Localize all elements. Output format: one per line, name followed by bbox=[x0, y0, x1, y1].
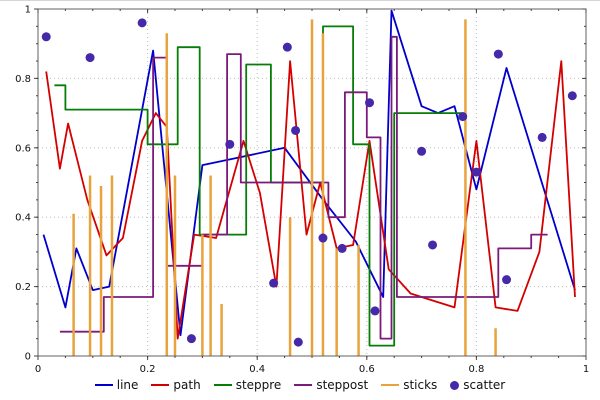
legend-label-steppost: steppost bbox=[316, 378, 369, 392]
legend-item-line: line bbox=[94, 378, 139, 392]
path-series-swatch bbox=[151, 384, 170, 386]
line-series-swatch bbox=[94, 384, 113, 386]
scatter-point bbox=[291, 125, 301, 135]
y-tick-label: 0.6 bbox=[15, 143, 31, 154]
legend-label-scatter: scatter bbox=[463, 378, 506, 392]
legend-item-path: path bbox=[151, 378, 201, 392]
scatter-point bbox=[318, 233, 328, 243]
steppost-series-swatch bbox=[294, 384, 313, 386]
scatter-point bbox=[225, 139, 235, 149]
legend-label-steppre: steppre bbox=[235, 378, 282, 392]
scatter-point bbox=[337, 243, 347, 253]
scatter-point bbox=[502, 275, 512, 285]
y-tick-label: 0.2 bbox=[15, 282, 31, 293]
scatter-point bbox=[282, 42, 292, 52]
scatter-point bbox=[293, 337, 303, 347]
series-steppre bbox=[54, 25, 466, 347]
legend-label-sticks: sticks bbox=[403, 378, 438, 392]
scatter-point bbox=[365, 98, 375, 108]
scatter-point bbox=[493, 49, 503, 59]
scatter-series-swatch bbox=[450, 380, 460, 390]
legend-item-scatter: scatter bbox=[450, 378, 505, 392]
y-tick-label: 0.4 bbox=[15, 213, 31, 224]
y-tick-label: 1 bbox=[25, 5, 31, 16]
x-tick-label: 0.2 bbox=[140, 364, 156, 375]
y-tick-label: 0.8 bbox=[15, 74, 31, 85]
scatter-point bbox=[471, 167, 481, 177]
legend-item-sticks: sticks bbox=[381, 378, 437, 392]
series-line bbox=[42, 9, 576, 337]
scatter-point bbox=[428, 240, 438, 250]
legend-label-line: line bbox=[116, 378, 139, 392]
legend-item-steppost: steppost bbox=[294, 378, 368, 392]
y-tick-label: 0 bbox=[25, 352, 31, 363]
series-path bbox=[45, 60, 576, 340]
x-tick-label: 0.4 bbox=[249, 364, 265, 375]
x-tick-label: 0 bbox=[35, 364, 41, 375]
scatter-point bbox=[458, 112, 468, 122]
legend-item-steppre: steppre bbox=[213, 378, 282, 392]
series-steppost bbox=[59, 35, 548, 340]
scatter-point bbox=[85, 53, 95, 63]
scatter-point bbox=[567, 91, 577, 101]
x-tick-label: 0.8 bbox=[468, 364, 484, 375]
scatter-point bbox=[269, 278, 279, 288]
legend-label-path: path bbox=[173, 378, 201, 392]
steppre-series-swatch bbox=[213, 384, 232, 386]
scatter-point bbox=[186, 334, 196, 344]
chart-legend: line path steppre steppost sticks scatte… bbox=[0, 378, 600, 392]
scatter-point bbox=[370, 306, 380, 316]
sticks-series-swatch bbox=[381, 384, 400, 386]
scatter-point bbox=[417, 146, 427, 156]
scatter-point bbox=[41, 32, 51, 42]
scatter-point bbox=[137, 18, 147, 28]
x-tick-label: 1 bbox=[583, 364, 589, 375]
x-tick-label: 0.6 bbox=[359, 364, 375, 375]
scatter-point bbox=[537, 132, 547, 142]
